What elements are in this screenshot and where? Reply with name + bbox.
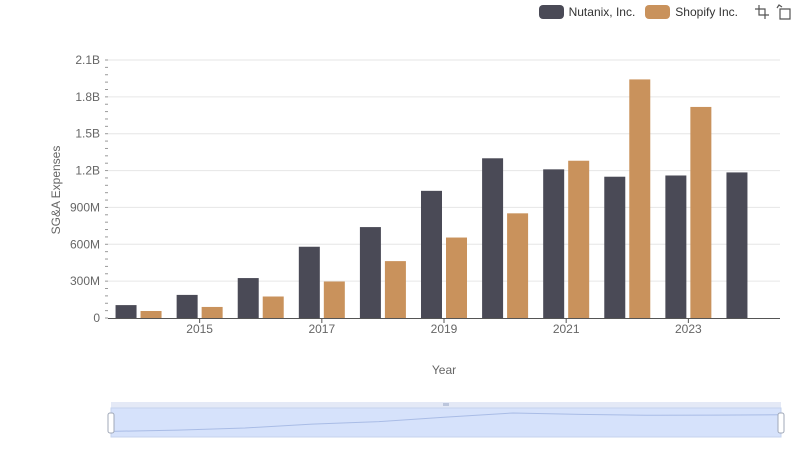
x-tick-label: 2017: [308, 322, 335, 336]
x-tick-label: 2021: [553, 322, 580, 336]
x-tick-label: 2015: [186, 322, 213, 336]
bar-nutanix-2017[interactable]: [298, 246, 320, 318]
bar-shopify-2020[interactable]: [507, 213, 529, 318]
data-zoom-slider[interactable]: [107, 402, 785, 438]
y-tick-label: 1.8B: [75, 90, 100, 104]
y-axis-title: SG&A Expenses: [49, 146, 63, 235]
data-zoom-handle-left[interactable]: [107, 412, 115, 434]
bars: [115, 79, 748, 319]
bar-shopify-2021[interactable]: [568, 160, 590, 318]
bar-nutanix-2014[interactable]: [115, 305, 137, 318]
bar-nutanix-2015[interactable]: [176, 294, 198, 318]
data-zoom-grip-icon[interactable]: [443, 403, 449, 406]
y-tick-label: 1.5B: [75, 127, 100, 141]
x-tick-label: 2023: [675, 322, 702, 336]
bar-shopify-2019[interactable]: [446, 237, 467, 318]
bar-nutanix-2019[interactable]: [421, 190, 442, 318]
bar-shopify-2016[interactable]: [262, 296, 284, 319]
legend: Nutanix, Inc. Shopify Inc.: [538, 4, 792, 20]
zoom-reset-icon[interactable]: [776, 4, 792, 20]
legend-swatch-nutanix: [538, 5, 564, 19]
y-tick-label: 1.2B: [75, 164, 100, 178]
bar-nutanix-2016[interactable]: [237, 278, 259, 318]
x-axis: 2015 2017 2019 2021 2023: [108, 318, 780, 336]
y-tick-label: 2.1B: [75, 53, 100, 67]
y-tick-label: 600M: [70, 237, 100, 251]
data-zoom-handle-right[interactable]: [777, 412, 785, 434]
bar-nutanix-2024[interactable]: [726, 172, 748, 318]
y-tick-label: 300M: [70, 274, 100, 288]
data-zoom-window[interactable]: [110, 407, 782, 438]
y-tick-label: 900M: [70, 200, 100, 214]
legend-swatch-shopify: [645, 5, 671, 19]
bar-shopify-2018[interactable]: [384, 261, 406, 318]
legend-item-nutanix[interactable]: Nutanix, Inc.: [538, 5, 636, 19]
y-tick-label: 0: [93, 311, 100, 325]
bar-nutanix-2022[interactable]: [604, 176, 626, 318]
x-axis-title: Year: [432, 363, 456, 377]
bar-shopify-2014[interactable]: [140, 310, 162, 318]
data-zoom-overview-line: [110, 412, 782, 432]
x-tick-label: 2019: [431, 322, 458, 336]
bar-nutanix-2020[interactable]: [482, 158, 504, 318]
bar-nutanix-2018[interactable]: [359, 227, 381, 318]
y-axis: 0 300M 600M 900M 1.2B 1.5B 1.8B 2.1B: [70, 53, 108, 325]
bar-nutanix-2021[interactable]: [543, 169, 565, 318]
bar-shopify-2023[interactable]: [690, 106, 712, 318]
legend-label-nutanix: Nutanix, Inc.: [568, 5, 636, 19]
bar-nutanix-2023[interactable]: [665, 175, 687, 318]
legend-label-shopify: Shopify Inc.: [675, 5, 738, 19]
legend-item-shopify[interactable]: Shopify Inc.: [645, 5, 738, 19]
bar-shopify-2015[interactable]: [201, 306, 223, 318]
bar-shopify-2022[interactable]: [629, 79, 651, 318]
bar-shopify-2017[interactable]: [323, 281, 345, 318]
zoom-select-icon[interactable]: [754, 4, 770, 20]
